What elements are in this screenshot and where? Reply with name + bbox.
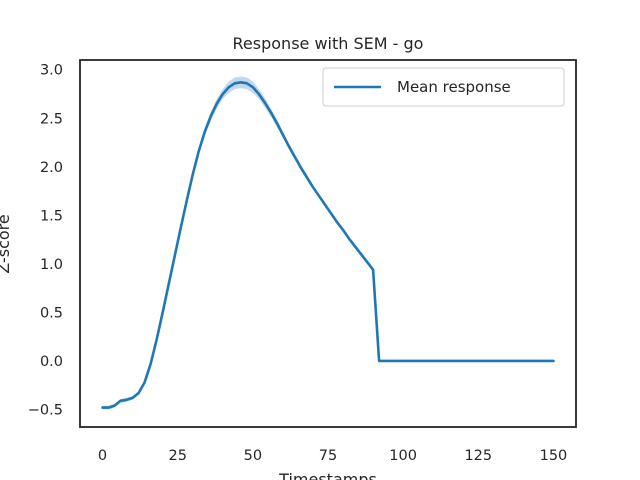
y-tick-label: 0.5: [40, 305, 63, 321]
series-line-mean-response: [101, 81, 555, 409]
legend: Mean response: [322, 67, 565, 107]
axes-frame: [79, 59, 577, 428]
line-layer: [101, 81, 555, 409]
sem-band-layer: [102, 76, 554, 410]
chart-title: Response with SEM - go: [233, 34, 424, 53]
y-tick-label: −0.5: [28, 403, 63, 419]
x-tick-label: 125: [464, 448, 492, 464]
y-tick-label: 2.5: [40, 111, 63, 127]
plot-area: [79, 59, 577, 428]
x-tick-label: 100: [389, 448, 417, 464]
x-tick-labels: 0 25 50 75 100 125 150: [98, 448, 567, 464]
x-tick-label: 75: [319, 448, 337, 464]
y-axis-label: Z-score: [0, 214, 13, 273]
legend-box: [322, 67, 565, 107]
y-tick-label: 0.0: [40, 354, 63, 370]
x-tick-label: 25: [168, 448, 186, 464]
sem-band: [102, 76, 554, 410]
y-tick-labels: −0.5 0.0 0.5 1.0 1.5 2.0 2.5 3.0: [28, 63, 63, 419]
legend-label: Mean response: [397, 78, 511, 96]
x-axis-label: Timestamps: [278, 470, 377, 480]
x-tick-label: 0: [98, 448, 107, 464]
y-tick-label: 3.0: [40, 63, 63, 79]
x-tick-label: 50: [244, 448, 262, 464]
y-tick-label: 1.0: [40, 257, 63, 273]
y-tick-label: 2.0: [40, 160, 63, 176]
x-tick-label: 150: [540, 448, 568, 464]
y-tick-label: 1.5: [40, 208, 63, 224]
